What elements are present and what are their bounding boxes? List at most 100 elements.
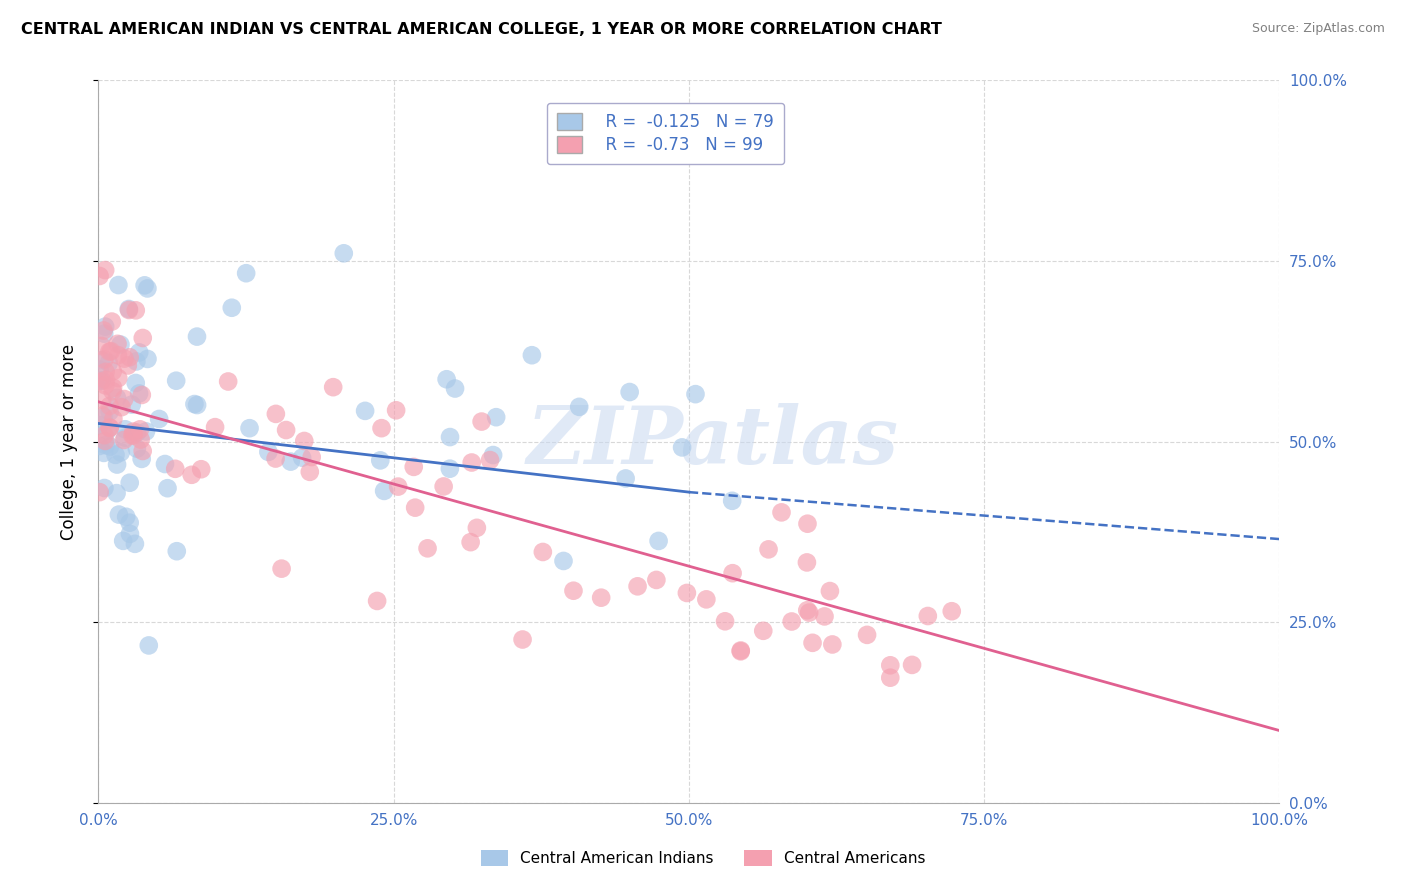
Point <box>238 421 260 435</box>
Point <box>257 445 280 459</box>
Point <box>98 421 121 435</box>
Point <box>101 364 124 378</box>
Point <box>416 541 439 556</box>
Point <box>91 409 114 423</box>
Point <box>110 445 132 459</box>
Point <box>101 381 124 395</box>
Point <box>98 440 121 454</box>
Point <box>94 365 117 379</box>
Point <box>901 657 924 672</box>
Point <box>94 373 117 387</box>
Point <box>136 351 159 366</box>
Text: CENTRAL AMERICAN INDIAN VS CENTRAL AMERICAN COLLEGE, 1 YEAR OR MORE CORRELATION : CENTRAL AMERICAN INDIAN VS CENTRAL AMERI… <box>21 22 942 37</box>
Point <box>465 521 488 535</box>
Point <box>796 516 818 531</box>
Point <box>110 400 132 414</box>
Point <box>138 639 160 653</box>
Point <box>165 374 187 388</box>
Point <box>94 434 117 448</box>
Point <box>180 467 202 482</box>
Point <box>93 352 115 367</box>
Point <box>714 615 737 629</box>
Point <box>128 345 150 359</box>
Point <box>471 415 494 429</box>
Point <box>94 438 117 452</box>
Point <box>101 384 124 399</box>
Point <box>114 422 136 436</box>
Point <box>90 353 112 368</box>
Point <box>333 246 356 260</box>
Point <box>93 481 115 495</box>
Point <box>614 471 637 485</box>
Point <box>134 278 156 293</box>
Point <box>770 505 793 519</box>
Point <box>370 421 392 435</box>
Point <box>183 397 205 411</box>
Point <box>165 462 187 476</box>
Point <box>461 456 484 470</box>
Point <box>721 566 744 581</box>
Point <box>94 378 117 392</box>
Point <box>439 461 461 475</box>
Point <box>89 485 111 500</box>
Point <box>373 483 395 498</box>
Point <box>96 424 118 438</box>
Point <box>114 351 136 366</box>
Point <box>100 344 122 359</box>
Point <box>101 315 124 329</box>
Point <box>818 584 841 599</box>
Point <box>118 350 141 364</box>
Point <box>298 465 321 479</box>
Legend: Central American Indians, Central Americans: Central American Indians, Central Americ… <box>471 841 935 875</box>
Point <box>125 354 148 368</box>
Point <box>89 439 111 453</box>
Point <box>94 263 117 277</box>
Point <box>385 403 408 417</box>
Point <box>112 392 135 406</box>
Point <box>94 319 117 334</box>
Point <box>322 380 344 394</box>
Point <box>366 594 388 608</box>
Point <box>107 348 129 362</box>
Point <box>107 278 129 293</box>
Point <box>270 561 292 575</box>
Point <box>125 376 148 390</box>
Y-axis label: College, 1 year or more: College, 1 year or more <box>59 343 77 540</box>
Point <box>685 387 707 401</box>
Point <box>801 636 824 650</box>
Point <box>98 344 121 359</box>
Point <box>112 533 135 548</box>
Point <box>721 493 744 508</box>
Point <box>105 391 128 405</box>
Point <box>105 458 128 472</box>
Point <box>121 428 143 442</box>
Point <box>531 545 554 559</box>
Legend:   R =  -0.125   N = 79,   R =  -0.73   N = 99: R = -0.125 N = 79, R = -0.73 N = 99 <box>547 103 785 164</box>
Point <box>112 433 135 447</box>
Point <box>118 301 141 316</box>
Point <box>118 303 141 318</box>
Point <box>387 480 409 494</box>
Point <box>730 643 752 657</box>
Point <box>117 359 139 373</box>
Point <box>125 303 148 318</box>
Point <box>204 420 226 434</box>
Point <box>104 448 127 462</box>
Point <box>91 392 114 407</box>
Point <box>645 573 668 587</box>
Point <box>93 326 115 341</box>
Point <box>156 481 179 495</box>
Point <box>291 450 314 465</box>
Point <box>626 579 648 593</box>
Point <box>591 591 613 605</box>
Point <box>93 428 115 442</box>
Point <box>131 388 153 402</box>
Point <box>436 372 458 386</box>
Point <box>879 658 901 673</box>
Text: ZIPatlas: ZIPatlas <box>526 403 898 480</box>
Point <box>460 535 482 549</box>
Point <box>135 425 157 439</box>
Point <box>115 509 138 524</box>
Point <box>796 556 818 570</box>
Point <box>98 420 121 434</box>
